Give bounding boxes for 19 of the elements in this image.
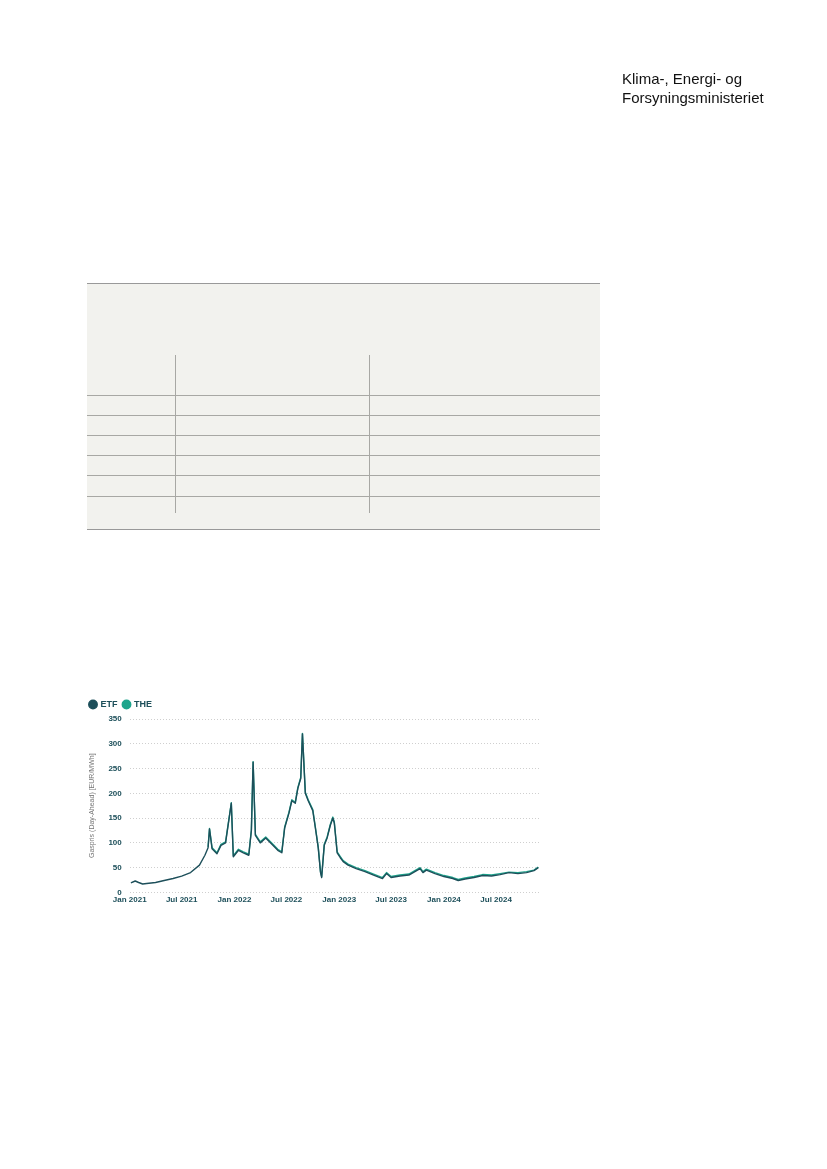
- y-tick-label: 250: [108, 763, 123, 773]
- x-tick-label: Jan 2021: [112, 895, 148, 905]
- y-tick-label: 50: [112, 862, 123, 872]
- x-tick-label: Jan 2023: [322, 895, 357, 905]
- x-tick-label: Jan 2022: [217, 895, 252, 905]
- x-tick-label: Jul 2022: [270, 895, 303, 905]
- y-tick-label: 150: [108, 813, 123, 823]
- x-tick-label: Jan 2024: [426, 895, 462, 905]
- y-tick-label: 200: [108, 788, 123, 798]
- y-tick-label: 0: [117, 887, 123, 897]
- x-tick-label: Jul 2024: [480, 895, 513, 905]
- text: Klima-, Energi- og Forsyningsministeriet: [622, 69, 765, 107]
- y-tick-label: 350: [108, 714, 123, 724]
- x-tick-label: Jul 2021: [165, 895, 199, 905]
- legend-label: THE: [134, 698, 152, 709]
- y-tick-label: 300: [108, 738, 123, 748]
- legend-label: ETF: [100, 698, 118, 709]
- y-tick-label: 100: [108, 838, 123, 848]
- x-tick-label: Jul 2023: [375, 895, 408, 905]
